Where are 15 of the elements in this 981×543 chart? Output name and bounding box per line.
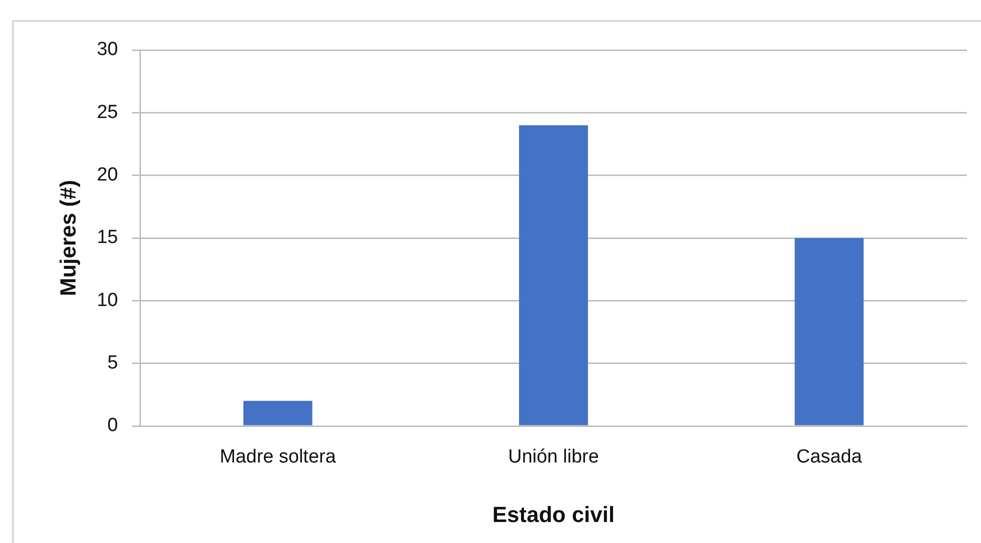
y-tick-label: 10 [96,290,118,311]
x-tick-label: Madre soltera [220,446,336,468]
bar [243,400,312,426]
y-tick-label: 5 [107,352,118,374]
y-tick-label: 15 [96,227,118,248]
y-tick-label: 25 [96,102,118,123]
y-axis-title: Mujeres (#) [55,180,80,296]
bar [519,125,588,426]
y-tick-label: 30 [96,39,118,60]
bar [794,238,864,426]
x-tick-label: Casada [796,446,862,468]
y-tick-label: 0 [107,415,118,436]
x-axis-title: Estado civil [492,502,615,527]
y-tick-label: 20 [96,164,118,186]
x-tick-label: Unión libre [508,446,599,468]
